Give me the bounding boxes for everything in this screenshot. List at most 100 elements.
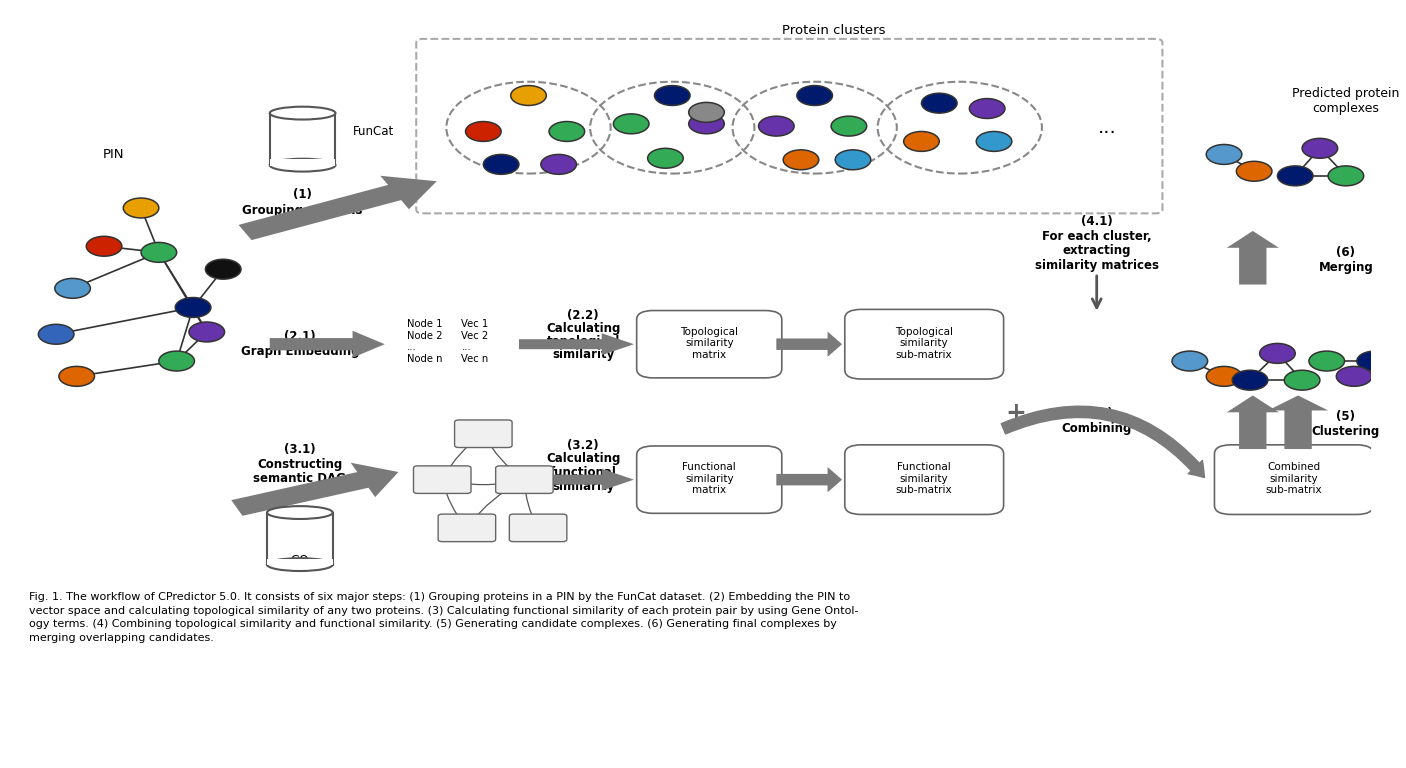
Circle shape [141,243,177,263]
FancyBboxPatch shape [267,512,333,564]
FancyBboxPatch shape [439,514,496,541]
Text: Fig. 1. The workflow of CPredictor 5.0. It consists of six major steps: (1) Grou: Fig. 1. The workflow of CPredictor 5.0. … [28,592,858,643]
FancyArrow shape [519,468,634,491]
Circle shape [484,154,519,174]
Text: similarity: similarity [685,474,734,484]
FancyArrow shape [519,333,634,355]
Text: (4.1): (4.1) [1081,215,1112,228]
Circle shape [1206,366,1241,386]
Circle shape [59,366,94,386]
Ellipse shape [270,107,336,120]
Circle shape [613,114,650,134]
Circle shape [550,121,585,141]
Text: extracting: extracting [1063,244,1130,257]
Circle shape [904,131,939,151]
Text: similarity: similarity [553,349,614,362]
Circle shape [689,114,724,134]
Text: ...: ... [406,343,416,353]
Text: Functional: Functional [897,462,950,472]
Text: Vec 1: Vec 1 [461,319,489,329]
Circle shape [969,98,1005,118]
Text: Grouping proteins: Grouping proteins [242,204,363,217]
Circle shape [1232,370,1268,390]
Text: Constructing: Constructing [257,458,343,471]
Text: similarity: similarity [900,339,949,349]
Text: Node 2: Node 2 [406,331,441,341]
Text: semantic DAG: semantic DAG [253,472,346,485]
Circle shape [654,85,690,105]
Text: Functional: Functional [682,462,737,472]
Text: ...: ... [1098,118,1116,137]
Text: Combined: Combined [1267,462,1320,472]
Text: Protein clusters: Protein clusters [782,24,886,37]
FancyBboxPatch shape [454,420,512,448]
Circle shape [758,116,794,136]
Circle shape [921,93,957,113]
Text: PIN: PIN [103,148,124,161]
Circle shape [1236,161,1272,181]
FancyBboxPatch shape [509,514,567,541]
Circle shape [38,324,75,344]
Circle shape [1278,166,1313,186]
Circle shape [835,150,870,170]
Text: Calculating: Calculating [546,323,620,336]
Ellipse shape [270,159,336,171]
FancyArrow shape [270,331,385,358]
Text: (3.1): (3.1) [284,442,316,455]
FancyBboxPatch shape [637,446,782,513]
Circle shape [205,260,240,279]
Text: (5): (5) [1336,409,1355,422]
Circle shape [176,297,211,317]
Circle shape [1260,343,1295,363]
Text: Graph Embedding: Graph Embedding [240,346,359,359]
Text: similarity matrices: similarity matrices [1035,259,1159,272]
FancyArrow shape [239,176,437,240]
FancyBboxPatch shape [270,160,336,166]
Text: Vec 2: Vec 2 [461,331,489,341]
Circle shape [1336,366,1372,386]
Circle shape [976,131,1012,151]
Text: matrix: matrix [692,350,727,360]
Text: functional: functional [550,466,617,479]
Text: R: R [479,429,488,439]
FancyBboxPatch shape [413,466,471,493]
Circle shape [1309,351,1344,371]
Text: similarity: similarity [1270,474,1319,484]
Circle shape [124,198,159,218]
Circle shape [689,102,724,122]
Text: sub-matrix: sub-matrix [1265,485,1322,495]
Text: sub-matrix: sub-matrix [896,350,952,360]
Circle shape [159,351,194,371]
Circle shape [1173,351,1208,371]
FancyBboxPatch shape [496,466,553,493]
FancyArrow shape [1268,396,1329,449]
Text: Node n: Node n [406,354,441,364]
Ellipse shape [267,558,333,571]
Text: (3.2): (3.2) [568,439,599,452]
Text: matrix: matrix [692,485,727,495]
Text: Topological: Topological [896,327,953,337]
Circle shape [465,121,501,141]
Text: similarity: similarity [900,474,949,484]
Text: (2.1): (2.1) [284,330,316,343]
Text: Node 1: Node 1 [406,319,441,329]
Text: Topological: Topological [681,327,738,337]
FancyBboxPatch shape [267,559,333,565]
Text: Predicted protein: Predicted protein [1292,87,1399,100]
Text: D: D [463,523,471,533]
FancyBboxPatch shape [1215,445,1374,515]
Text: For each cluster,: For each cluster, [1042,230,1152,243]
Circle shape [831,116,866,136]
Circle shape [1284,370,1320,390]
Text: similarity: similarity [685,339,734,349]
FancyArrow shape [232,462,398,516]
Text: C: C [534,523,541,533]
Circle shape [541,154,576,174]
Circle shape [783,150,818,170]
Circle shape [1357,351,1392,371]
Circle shape [55,278,90,298]
Circle shape [1206,144,1241,164]
FancyArrowPatch shape [1001,406,1205,478]
Text: similarity: similarity [553,480,614,493]
Text: GO: GO [291,554,309,567]
